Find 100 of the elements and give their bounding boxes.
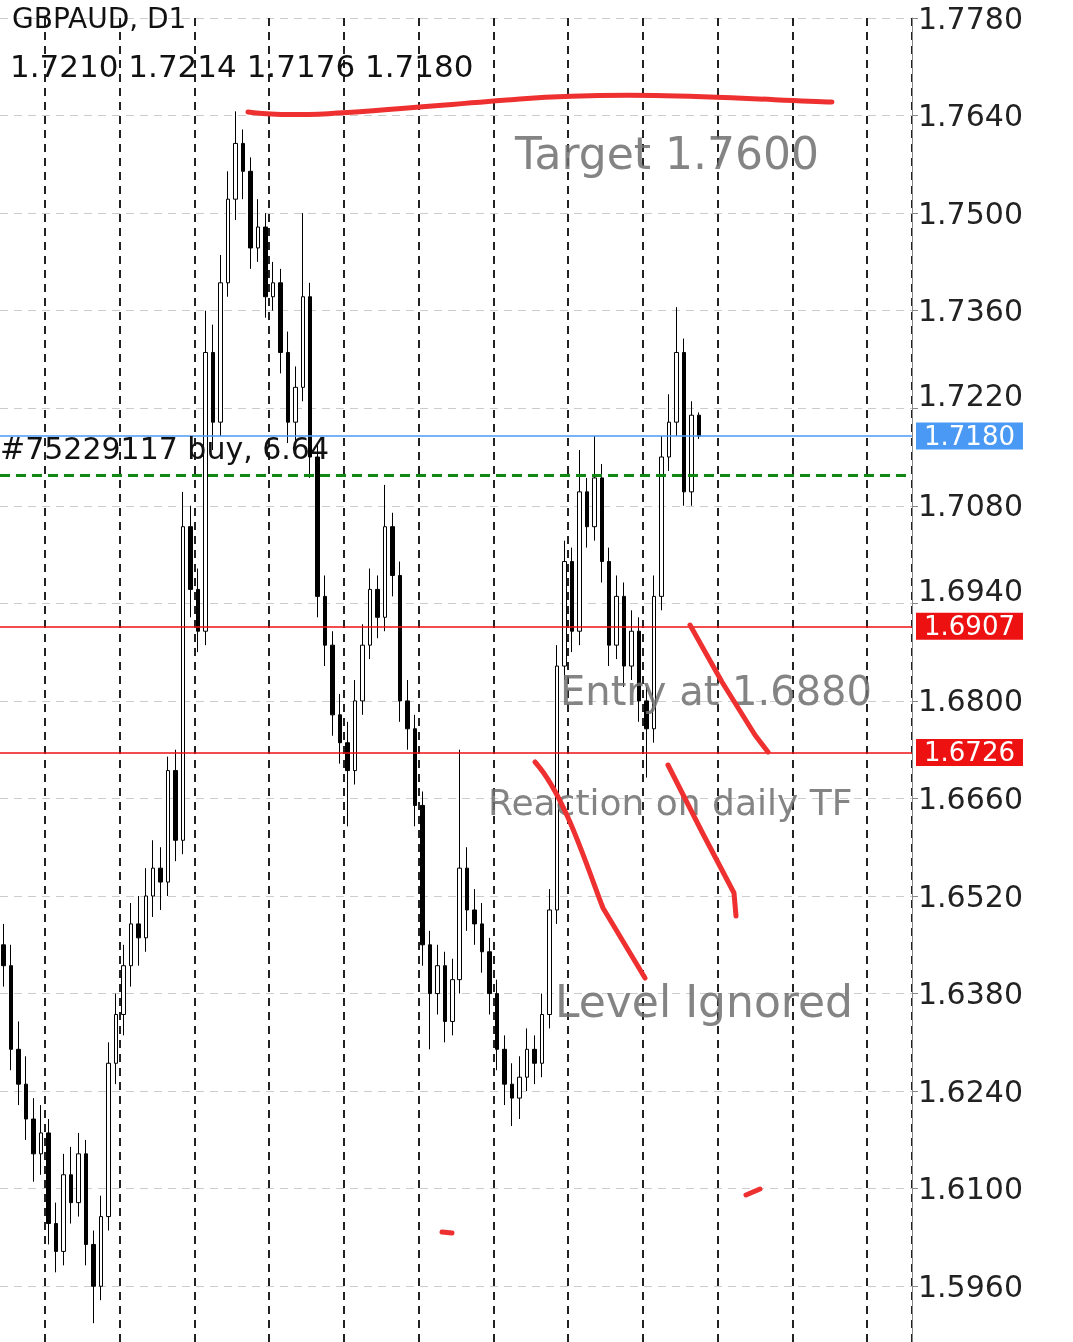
candlestick: [614, 574, 619, 660]
y-tick-label: 1.6380: [918, 976, 1023, 1012]
candlestick: [196, 568, 200, 653]
candlestick: [577, 449, 582, 646]
candlestick: [592, 435, 597, 542]
candlestick: [233, 110, 238, 221]
candlestick: [368, 568, 372, 660]
candlestick: [472, 888, 477, 946]
candlestick: [697, 411, 701, 440]
candlestick: [413, 714, 417, 827]
candlestick: [256, 198, 260, 263]
candlestick: [502, 1034, 507, 1106]
candlestick: [667, 393, 671, 472]
candlestick: [158, 846, 163, 911]
annotation: Target 1.7600: [514, 127, 820, 179]
candlestick: [450, 958, 455, 1036]
candlestick: [121, 944, 126, 1036]
candlestick: [46, 1118, 51, 1245]
ref-line-label: 1.6907: [924, 611, 1015, 642]
candlestick: [263, 212, 268, 319]
candlestick: [547, 888, 552, 1029]
candlestick: [600, 463, 604, 583]
candlestick: [689, 400, 694, 507]
y-tick-label: 1.6940: [918, 572, 1023, 608]
candlestick: [248, 156, 253, 270]
candlestick: [510, 1062, 514, 1127]
candlestick: [682, 338, 686, 507]
candlestick: [420, 790, 425, 967]
candlestick: [144, 867, 148, 953]
candlestick: [114, 993, 118, 1085]
candlestick: [1, 923, 6, 988]
y-tick-label: 1.6100: [918, 1171, 1023, 1207]
candlestick: [487, 937, 492, 1015]
candlestick: [9, 944, 13, 1071]
y-tick-label: 1.6660: [918, 780, 1023, 816]
candlestick: [659, 435, 664, 611]
candlestick: [54, 1202, 58, 1273]
y-tick-label: 1.7360: [918, 293, 1023, 329]
candlestick: [457, 749, 462, 995]
candlestick: [61, 1153, 66, 1266]
candlestick: [532, 1034, 537, 1085]
candlestick: [16, 1020, 21, 1106]
candlestick: [69, 1146, 73, 1225]
candlestick: [84, 1139, 88, 1266]
candlestick: [360, 623, 365, 716]
candlestick: [91, 1230, 96, 1324]
candlestick: [674, 306, 679, 437]
candlestick: [173, 749, 178, 862]
candlestick: [495, 979, 499, 1071]
candlestick: [428, 930, 432, 1050]
y-tick-label: 1.6240: [918, 1073, 1023, 1109]
candlestick: [76, 1132, 81, 1218]
ref-line-label: 1.6726: [924, 737, 1015, 768]
candlestick: [39, 1104, 43, 1176]
y-tick-label: 1.7500: [918, 195, 1023, 231]
candlestick: [405, 679, 410, 751]
candlestick: [443, 951, 447, 1043]
candlestick: [218, 254, 223, 437]
candlestick: [166, 756, 170, 897]
candlestick: [151, 839, 155, 918]
candlestick: [517, 1055, 522, 1120]
candlestick: [188, 505, 193, 618]
candlestick: [106, 1041, 111, 1232]
candlestick: [241, 128, 245, 200]
candlestick: [435, 944, 440, 1015]
y-tick-label: 1.7780: [918, 0, 1023, 36]
candlestick: [136, 895, 141, 967]
y-tick-label: 1.7080: [918, 488, 1023, 524]
candlestick: [607, 547, 611, 667]
y-tick-label: 1.7220: [918, 377, 1023, 413]
chart-title: GBPAUD, D1: [12, 1, 187, 35]
y-tick-label: 1.5960: [918, 1268, 1023, 1304]
ref-line-label: 1.7180: [924, 421, 1015, 452]
annotation: Level Ignored: [555, 975, 853, 1027]
candlestick: [375, 574, 380, 639]
y-tick-label: 1.6520: [918, 878, 1023, 914]
candlestick: [353, 679, 357, 786]
candlestick: [398, 561, 402, 723]
candlestick: [271, 261, 275, 312]
candlestick: [129, 902, 133, 988]
text: 1.7210 1.7214 1.7176 1.7180: [10, 47, 474, 84]
candlestick: [24, 1055, 28, 1141]
candlestick: [31, 1097, 36, 1183]
candlestick: [278, 268, 283, 374]
candlestick: [181, 491, 185, 855]
y-tick-label: 1.7640: [918, 98, 1023, 134]
y-tick-label: 1.6800: [918, 683, 1023, 719]
candlestick: [99, 1195, 103, 1301]
candlestick: [345, 721, 350, 827]
candlestick: [465, 846, 469, 932]
candlestick: [480, 902, 484, 974]
candlestick: [390, 512, 395, 597]
candlestick: [301, 212, 305, 402]
candlestick: [323, 574, 327, 667]
candlestick: [383, 484, 387, 632]
candlestick: [226, 170, 230, 298]
candlestick: [570, 547, 574, 653]
candlestick: [540, 993, 544, 1078]
candlestick: [525, 1027, 529, 1092]
candlestick: [330, 630, 335, 737]
